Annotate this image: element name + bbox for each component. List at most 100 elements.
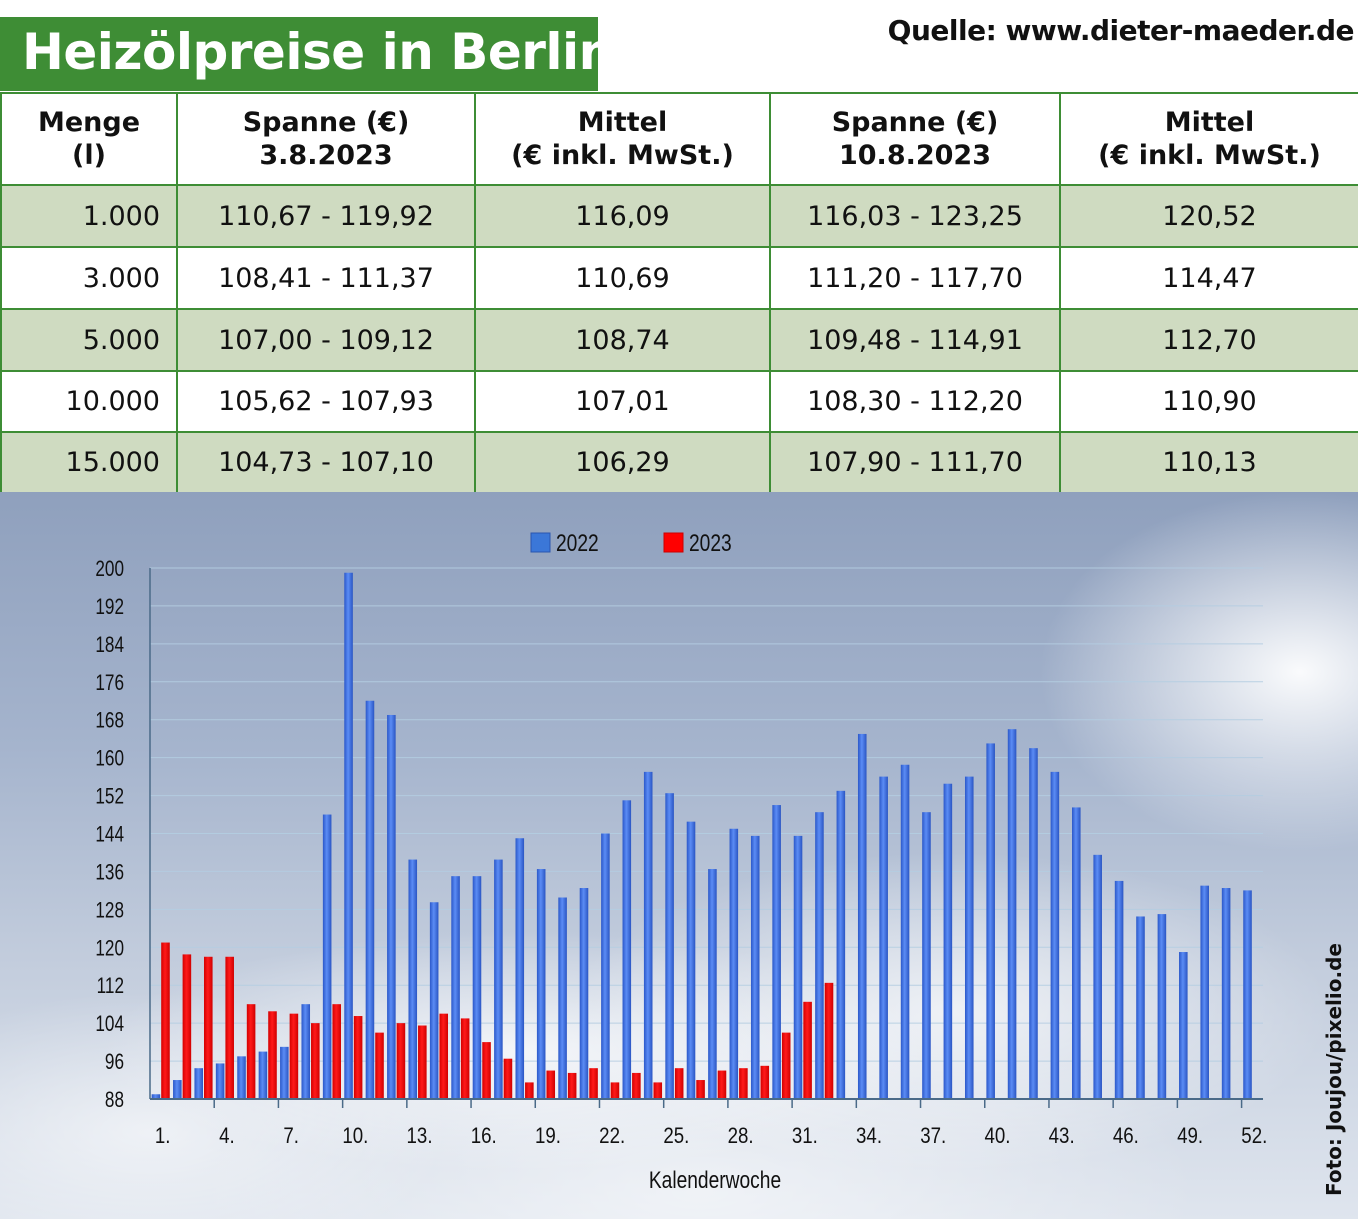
bar-2022 [215,1063,225,1099]
cell-menge: 3.000 [0,246,178,310]
bar-2022 [365,700,375,1099]
cell-mittel-1: 116,09 [474,184,771,248]
bar-2023 [503,1058,513,1099]
bar-2022 [643,771,653,1099]
bar-2023 [781,1032,791,1099]
bar-2022 [1136,916,1145,1099]
header-spanne-2: Spanne (€) 10.8.2023 [769,92,1061,186]
bar-2023 [396,1023,406,1099]
y-tick-label: 88 [105,1088,124,1113]
bar-2023 [289,1013,299,1099]
cell-mittel-2: 112,70 [1059,308,1358,372]
cell-menge: 5.000 [0,308,178,372]
bar-2022 [408,859,418,1099]
bar-2023 [632,1072,641,1099]
chart-panel: 88 96 104 112 120 128 136 144 152 160 168 176 184 192… [0,492,1358,1219]
bar-2022 [536,869,546,1099]
cell-spanne-1: 108,41 - 111,37 [176,246,476,310]
bar-2023 [353,1016,363,1099]
bar-2023 [674,1068,684,1099]
y-tick-label: 200 [95,557,124,582]
bar-2022 [686,821,696,1099]
bar-2022 [1243,890,1252,1099]
y-tick-label: 120 [95,936,124,961]
bar-2022 [922,812,931,1099]
y-tick-label: 176 [95,671,124,696]
cell-mittel-1: 110,69 [474,246,771,310]
legend-swatch-2022 [530,532,551,553]
bar-2022 [601,833,610,1099]
bar-2023 [653,1082,663,1099]
cell-spanne-1: 107,00 - 109,12 [176,308,476,372]
bar-2022 [280,1046,289,1099]
y-tick-label: 112 [97,974,124,999]
table-row: 5.000 107,00 - 109,12 108,74 109,48 - 11… [0,308,1358,372]
bar-2022 [258,1051,268,1099]
header-mittel-1: Mittel (€ inkl. MwSt.) [474,92,771,186]
bar-2022 [1179,952,1188,1099]
source-label: Quelle: www.dieter-maeder.de [887,14,1355,47]
cell-spanne-1: 110,67 - 119,92 [176,184,476,248]
bar-2023 [525,1082,534,1099]
y-tick-label: 104 [95,1012,124,1037]
x-tick-label: 34. [856,1125,882,1149]
y-tick-label: 152 [95,785,124,810]
bar-2022 [387,714,396,1099]
bar-2023 [567,1072,577,1099]
title-banner: Heizölpreise in Berlin [0,17,614,91]
bar-2022 [665,793,674,1099]
bar-2022 [750,835,760,1099]
cell-spanne-1: 104,73 - 107,10 [176,431,476,494]
cell-mittel-2: 110,13 [1059,431,1358,494]
y-tick-label: 96 [105,1050,124,1075]
bar-2022 [472,876,482,1099]
bar-2022 [943,783,953,1099]
bar-2023 [204,956,213,1099]
bar-2023 [696,1080,705,1099]
bar-2022 [579,888,589,1099]
x-tick-label: 4. [219,1125,235,1149]
bar-2022 [237,1056,246,1099]
x-tick-label: 49. [1177,1125,1203,1149]
cell-spanne-1: 105,62 - 107,93 [176,370,476,433]
cell-mittel-2: 110,90 [1059,370,1358,433]
x-tick-label: 7. [283,1125,299,1149]
bar-2023 [311,1023,320,1099]
bar-2022 [622,800,632,1099]
y-tick-label: 184 [95,633,124,658]
x-tick-label: 52. [1241,1125,1267,1149]
header-spanne-1: Spanne (€) 3.8.2023 [176,92,476,186]
bar-2022 [772,805,781,1099]
x-axis-title: Kalenderwoche [649,1166,781,1194]
y-tick-label: 128 [95,898,124,923]
bar-2023 [225,956,234,1099]
bar-2022 [1157,914,1167,1099]
cell-spanne-2: 107,90 - 111,70 [769,431,1061,494]
table-header-row: Menge (l) Spanne (€) 3.8.2023 Mittel (€ ink… [0,92,1358,186]
table-row: 15.000 104,73 - 107,10 106,29 107,90 - 1… [0,431,1358,494]
bar-2022 [986,743,995,1099]
x-tick-label: 43. [1049,1125,1075,1149]
bar-2022 [344,572,353,1099]
bar-2022 [964,776,974,1099]
page-title: Heizölpreise in Berlin [22,23,614,81]
table-row: 1.000 110,67 - 119,92 116,09 116,03 - 12… [0,184,1358,248]
cell-spanne-2: 116,03 - 123,25 [769,184,1061,248]
bar-2022 [1050,771,1060,1099]
cell-spanne-2: 108,30 - 112,20 [769,370,1061,433]
bar-2023 [161,942,170,1099]
cell-mittel-1: 107,01 [474,370,771,433]
bar-2023 [546,1070,556,1099]
y-tick-label: 192 [95,595,124,620]
x-tick-label: 13. [407,1125,433,1149]
bar-2022 [1093,854,1102,1099]
bar-2022 [515,838,525,1099]
x-tick-label: 40. [984,1125,1010,1149]
bar-2023 [482,1042,491,1099]
bar-2022 [194,1068,204,1099]
bar-2022 [1029,748,1038,1099]
bar-2023 [332,1004,341,1099]
legend-label-2023: 2023 [689,529,732,557]
bar-2022 [793,835,803,1099]
bar-2023 [739,1068,748,1099]
